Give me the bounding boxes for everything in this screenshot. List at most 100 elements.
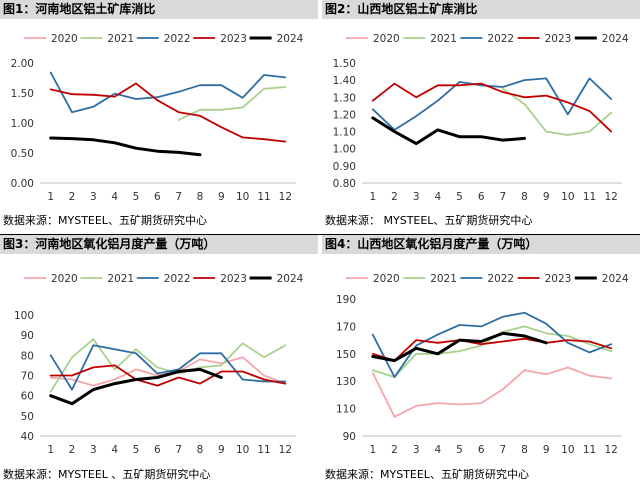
legend-label-2024: 2024 bbox=[277, 33, 304, 45]
x-tick-label: 1 bbox=[47, 191, 54, 203]
y-tick-label: 1.40 bbox=[333, 75, 356, 87]
x-tick-label: 9 bbox=[543, 191, 550, 203]
series-line-2022 bbox=[49, 71, 287, 114]
x-tick-label: 11 bbox=[257, 191, 270, 203]
series-line-2021 bbox=[501, 87, 613, 136]
x-tick-label: 10 bbox=[236, 444, 249, 456]
series-line-2024 bbox=[371, 331, 548, 363]
x-tick-label: 12 bbox=[604, 444, 617, 456]
series-line-2021 bbox=[177, 86, 287, 121]
x-tick-label: 5 bbox=[133, 191, 140, 203]
x-tick-label: 6 bbox=[478, 191, 485, 203]
x-tick-label: 11 bbox=[257, 444, 270, 456]
series-line-2023 bbox=[49, 82, 287, 143]
series-line-2020 bbox=[371, 366, 613, 418]
legend-label-2024: 2024 bbox=[602, 273, 629, 285]
x-tick-label: 3 bbox=[413, 191, 420, 203]
x-tick-label: 2 bbox=[391, 191, 398, 203]
series-line-2021 bbox=[49, 338, 287, 393]
x-tick-label: 6 bbox=[154, 191, 161, 203]
panel-fig4: 图4：山西地区氧化铝月度产量（万吨） 2020 2021 2022 2023 2024 9… bbox=[322, 235, 640, 487]
x-tick-label: 2 bbox=[391, 444, 398, 456]
x-tick-label: 4 bbox=[111, 444, 118, 456]
x-tick-label: 2 bbox=[69, 191, 76, 203]
y-tick-label: 150 bbox=[336, 349, 356, 361]
y-tick-label: 100 bbox=[14, 310, 34, 322]
y-tick-label: 0.50 bbox=[11, 148, 34, 160]
x-tick-label: 8 bbox=[197, 444, 204, 456]
x-tick-label: 5 bbox=[456, 191, 463, 203]
chart-source: 数据来源：MYSTEEL 、五矿期货研究中心 bbox=[3, 468, 211, 481]
y-tick-label: 1.10 bbox=[333, 127, 356, 139]
legend-label-2021: 2021 bbox=[107, 273, 134, 285]
series-line-2023 bbox=[371, 82, 613, 133]
series-line-2022 bbox=[371, 77, 613, 131]
x-tick-label: 11 bbox=[583, 444, 596, 456]
x-tick-label: 7 bbox=[175, 191, 182, 203]
x-tick-label: 10 bbox=[561, 191, 574, 203]
x-tick-label: 1 bbox=[369, 444, 376, 456]
x-tick-label: 9 bbox=[218, 444, 225, 456]
y-tick-label: 70 bbox=[21, 371, 34, 383]
series-line-2022 bbox=[371, 311, 613, 378]
y-tick-label: 1.00 bbox=[11, 118, 34, 130]
series-line-2023 bbox=[49, 364, 287, 387]
chart-source: 数据来源：MYSTEEL、五矿期货研究中心 bbox=[325, 468, 529, 481]
legend-label-2023: 2023 bbox=[545, 273, 572, 285]
separator bbox=[0, 234, 640, 235]
y-tick-label: 90 bbox=[21, 330, 34, 342]
y-tick-label: 170 bbox=[336, 321, 356, 333]
legend-label-2021: 2021 bbox=[430, 273, 457, 285]
y-tick-label: 60 bbox=[21, 391, 34, 403]
x-tick-label: 8 bbox=[521, 191, 528, 203]
legend-label-2020: 2020 bbox=[373, 273, 400, 285]
panel-fig1: 图1：河南地区铝土矿库消比 2020 2021 2022 2023 2024 0.00 0.… bbox=[0, 0, 318, 236]
series-line-2023 bbox=[371, 337, 613, 362]
x-tick-label: 5 bbox=[456, 444, 463, 456]
legend-label-2022: 2022 bbox=[487, 33, 514, 45]
x-tick-label: 2 bbox=[69, 444, 76, 456]
x-tick-label: 6 bbox=[154, 444, 161, 456]
y-tick-label: 50 bbox=[21, 411, 34, 423]
legend-label-2023: 2023 bbox=[545, 33, 572, 45]
legend-label-2022: 2022 bbox=[487, 273, 514, 285]
legend: 2020 2021 2022 2023 2024 bbox=[24, 33, 304, 45]
legend-label-2020: 2020 bbox=[51, 33, 78, 45]
chart-source: 数据来源： MYSTEEL、五矿期货研究中心 bbox=[325, 214, 533, 227]
x-tick-label: 3 bbox=[90, 444, 97, 456]
chart-fig1: 2020 2021 2022 2023 2024 0.00 0.50 1.00 1.50 2.00… bbox=[11, 33, 304, 203]
x-tick-label: 6 bbox=[478, 444, 485, 456]
legend-label-2021: 2021 bbox=[107, 33, 134, 45]
legend: 2020 2021 2022 2023 2024 bbox=[346, 273, 629, 285]
y-tick-label: 1.20 bbox=[333, 109, 356, 121]
x-tick-label: 3 bbox=[413, 444, 420, 456]
panel-fig2: 图2：山西地区铝土矿库消比 2020 2021 2022 2023 2024 0.80 0.… bbox=[322, 0, 640, 236]
legend-label-2023: 2023 bbox=[220, 33, 247, 45]
chart-title: 图4：山西地区氧化铝月度产量（万吨） bbox=[322, 235, 640, 254]
y-tick-label: 2.00 bbox=[11, 58, 34, 70]
y-tick-label: 40 bbox=[21, 431, 34, 443]
chart-title: 图1：河南地区铝土矿库消比 bbox=[0, 0, 318, 19]
legend-label-2024: 2024 bbox=[602, 33, 629, 45]
y-tick-label: 1.30 bbox=[333, 92, 356, 104]
y-tick-label: 1.50 bbox=[11, 88, 34, 100]
series-line-2022 bbox=[49, 344, 287, 391]
legend-label-2022: 2022 bbox=[164, 273, 191, 285]
y-tick-label: 0.80 bbox=[333, 178, 356, 190]
x-tick-label: 5 bbox=[133, 444, 140, 456]
x-tick-label: 1 bbox=[47, 444, 54, 456]
y-tick-label: 110 bbox=[336, 404, 356, 416]
x-tick-label: 9 bbox=[543, 444, 550, 456]
x-tick-label: 4 bbox=[434, 191, 441, 203]
y-tick-label: 190 bbox=[336, 294, 356, 306]
x-tick-label: 10 bbox=[561, 444, 574, 456]
x-tick-label: 3 bbox=[90, 191, 97, 203]
series-line-2024 bbox=[49, 136, 202, 157]
legend-label-2022: 2022 bbox=[164, 33, 191, 45]
x-tick-label: 12 bbox=[604, 191, 617, 203]
legend-label-2020: 2020 bbox=[373, 33, 400, 45]
x-tick-label: 4 bbox=[434, 444, 441, 456]
legend: 2020 2021 2022 2023 2024 bbox=[346, 33, 629, 45]
